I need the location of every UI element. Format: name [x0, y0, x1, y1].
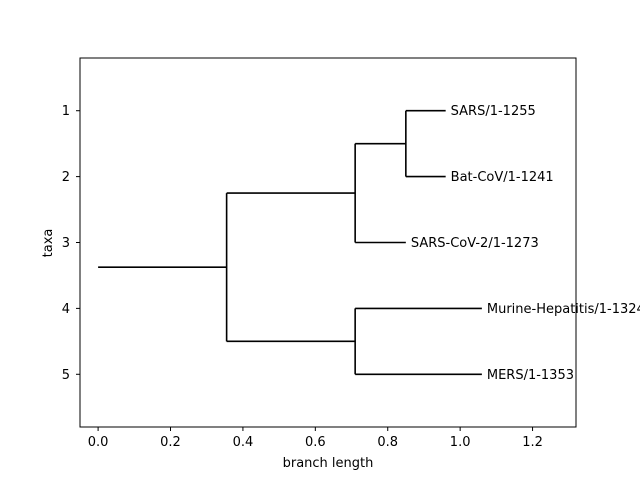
leaf-label: Bat-CoV/1-1241 — [451, 170, 554, 185]
y-tick-label: 3 — [62, 236, 70, 251]
x-tick-label: 0.2 — [160, 435, 181, 450]
x-tick-label: 1.2 — [522, 435, 543, 450]
y-axis-ticks: 1 2 3 4 5 — [62, 104, 80, 383]
y-tick-label: 4 — [62, 302, 70, 317]
x-tick-label: 0.0 — [88, 435, 109, 450]
leaf-label: Murine-Hepatitis/1-1324 — [487, 302, 640, 317]
x-tick-label: 1.0 — [450, 435, 471, 450]
leaf-label: MERS/1-1353 — [487, 368, 574, 383]
x-tick-label: 0.8 — [377, 435, 398, 450]
y-tick-label: 5 — [62, 368, 70, 383]
branches — [98, 109, 482, 376]
leaf-label: SARS/1-1255 — [451, 104, 536, 119]
leaf-label: SARS-CoV-2/1-1273 — [411, 236, 539, 251]
y-tick-label: 1 — [62, 104, 70, 119]
x-axis-label: branch length — [283, 456, 374, 471]
y-tick-label: 2 — [62, 170, 70, 185]
x-tick-label: 0.4 — [233, 435, 254, 450]
y-axis-label: taxa — [41, 229, 56, 258]
leaf-labels: SARS/1-1255 Bat-CoV/1-1241 SARS-CoV-2/1-12… — [411, 104, 640, 383]
x-tick-label: 0.6 — [305, 435, 326, 450]
x-axis-ticks: 0.0 0.2 0.4 0.6 0.8 1.0 1.2 — [88, 427, 543, 450]
